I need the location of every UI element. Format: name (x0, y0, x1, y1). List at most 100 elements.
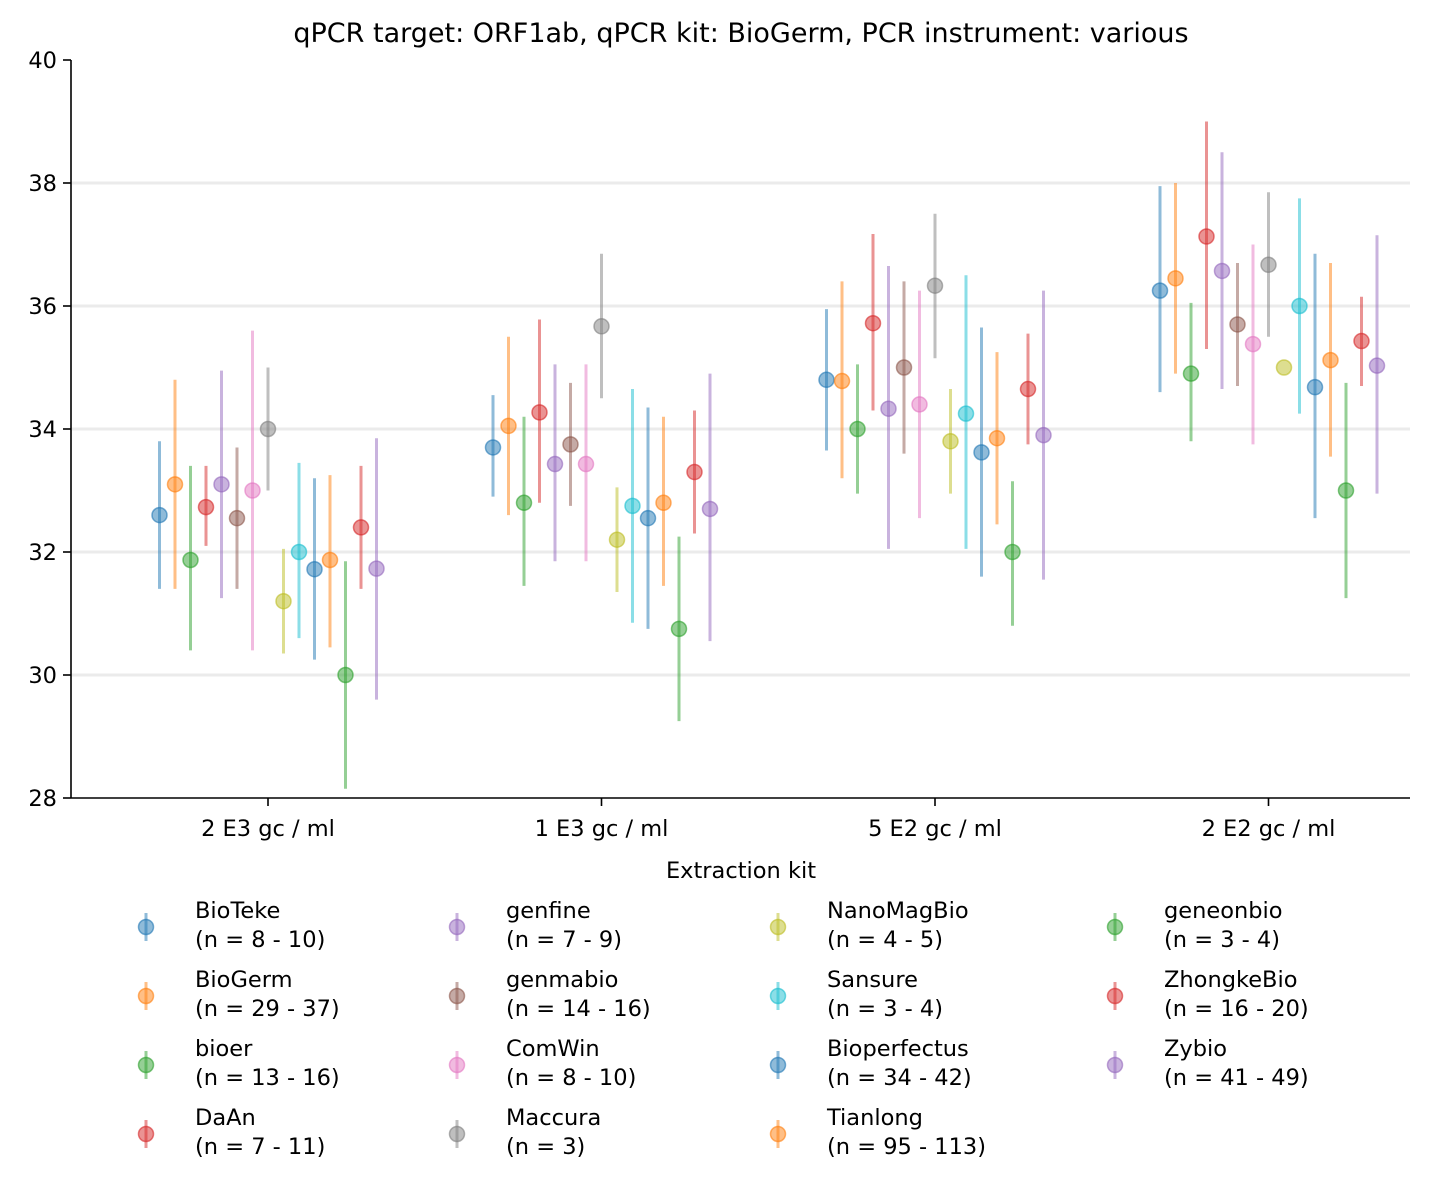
data-point (562, 436, 579, 453)
data-point (1167, 270, 1184, 287)
data-point (1291, 297, 1308, 315)
data-point (368, 560, 385, 577)
legend-marker (1106, 913, 1124, 941)
data-point (1213, 262, 1231, 280)
data-point (926, 277, 944, 294)
data-point (182, 551, 199, 569)
legend-item: DaAn (n = 7 - 11) (130, 1102, 430, 1168)
legend-marker (769, 1120, 787, 1148)
data-point (864, 314, 882, 332)
legend-marker (1106, 982, 1124, 1010)
data-point (306, 560, 323, 578)
data-point (515, 494, 533, 512)
legend-count: (n = 34 - 42) (827, 1065, 972, 1091)
legend-item: genfine (n = 7 - 9) (441, 895, 741, 961)
legend-marker (1106, 1051, 1124, 1079)
x-tick-label: 5 E2 gc / ml (868, 816, 1002, 842)
x-tick-label: 2 E2 gc / ml (1202, 816, 1336, 842)
legend-item: Zybio (n = 41 - 49) (1099, 1033, 1399, 1099)
data-point (577, 455, 595, 473)
data-point (213, 476, 230, 493)
data-marks (151, 121, 1386, 789)
legend-marker-dot (769, 1125, 787, 1143)
data-point (151, 506, 168, 524)
data-point (275, 592, 292, 610)
legend-text: Bioperfectus (n = 34 - 42) (827, 1035, 972, 1093)
legend-text: Zybio (n = 41 - 49) (1164, 1035, 1309, 1093)
chart-title: qPCR target: ORF1ab, qPCR kit: BioGerm, … (293, 18, 1188, 49)
legend-marker-dot (1106, 987, 1124, 1005)
legend-marker-dot (137, 918, 155, 936)
legend-item: ZhongkeBio (n = 16 - 20) (1099, 964, 1399, 1030)
legend-label: BioGerm (195, 967, 293, 993)
data-point (911, 396, 928, 413)
legend-count: (n = 13 - 16) (195, 1065, 340, 1091)
legend-marker (769, 1051, 787, 1079)
legend-label: genfine (506, 898, 591, 924)
data-point (228, 509, 246, 527)
legend-marker (769, 913, 787, 941)
data-point (880, 400, 897, 417)
legend-marker-dot (1106, 1056, 1124, 1074)
y-tick-label: 32 (28, 540, 57, 566)
data-point (1368, 357, 1386, 374)
data-point (833, 372, 851, 390)
legend-count: (n = 4 - 5) (827, 927, 944, 953)
data-point (973, 444, 990, 461)
legend-label: bioer (195, 1036, 253, 1062)
data-point (531, 404, 548, 421)
data-point (942, 433, 959, 450)
legend-text: geneonbio (n = 3 - 4) (1164, 897, 1283, 955)
legend-marker-dot (769, 1056, 787, 1074)
y-tick-label: 40 (28, 48, 57, 74)
legend-marker-dot (448, 1125, 466, 1143)
data-point (546, 455, 564, 473)
legend-text: DaAn (n = 7 - 11) (195, 1104, 325, 1162)
data-point (1229, 316, 1246, 333)
legend-marker (137, 982, 155, 1010)
legend-count: (n = 95 - 113) (827, 1134, 986, 1160)
legend-marker (137, 1120, 155, 1148)
legend-count: (n = 7 - 9) (506, 927, 623, 953)
legend-text: genmabio (n = 14 - 16) (506, 966, 651, 1024)
data-point (686, 463, 703, 481)
data-point (624, 497, 641, 515)
legend-count: (n = 8 - 10) (506, 1065, 637, 1091)
legend-text: ZhongkeBio (n = 16 - 20) (1164, 966, 1309, 1024)
legend-item: geneonbio (n = 3 - 4) (1099, 895, 1399, 961)
data-point (639, 509, 657, 527)
data-point (895, 359, 913, 376)
legend-text: genfine (n = 7 - 9) (506, 897, 622, 955)
data-point (1306, 378, 1324, 396)
data-point (1322, 351, 1339, 369)
chart: qPCR target: ORF1ab, qPCR kit: BioGerm, … (28, 18, 1410, 884)
legend: BioTeke (n = 8 - 10) BioGerm (n = 29 - 37) b… (130, 895, 1390, 1175)
data-point (655, 494, 672, 512)
legend-text: BioGerm (n = 29 - 37) (195, 966, 340, 1024)
legend-item: NanoMagBio (n = 4 - 5) (762, 895, 1062, 961)
data-point (1004, 543, 1021, 561)
data-point (244, 482, 261, 499)
data-point (1019, 380, 1037, 398)
legend-item: genmabio (n = 14 - 16) (441, 964, 741, 1030)
legend-label: genmabio (506, 967, 619, 993)
legend-marker (137, 1051, 155, 1079)
data-point (593, 318, 610, 335)
data-point (352, 519, 370, 536)
legend-label: ComWin (506, 1036, 600, 1062)
legend-item: BioGerm (n = 29 - 37) (130, 964, 430, 1030)
legend-marker (448, 913, 466, 941)
legend-count: (n = 3) (506, 1134, 586, 1160)
legend-marker-dot (448, 987, 466, 1005)
legend-marker-dot (137, 1125, 155, 1143)
x-tick-label: 2 E3 gc / ml (201, 816, 335, 842)
legend-marker (137, 913, 155, 941)
legend-label: Bioperfectus (827, 1036, 969, 1062)
y-tick-label: 38 (28, 171, 57, 197)
data-point (1198, 228, 1215, 245)
legend-marker (448, 982, 466, 1010)
legend-label: Maccura (506, 1105, 602, 1131)
legend-item: Sansure (n = 3 - 4) (762, 964, 1062, 1030)
legend-item: BioTeke (n = 8 - 10) (130, 895, 430, 961)
data-point (957, 405, 975, 422)
